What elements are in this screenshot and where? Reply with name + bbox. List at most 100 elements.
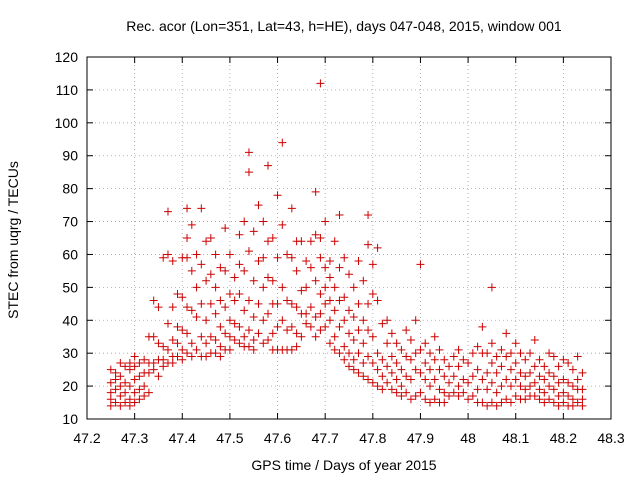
data-point bbox=[435, 345, 444, 354]
data-point bbox=[421, 375, 430, 384]
data-point bbox=[425, 349, 434, 358]
data-point bbox=[292, 329, 301, 338]
data-point bbox=[116, 391, 125, 400]
x-tick-label: 47.6 bbox=[264, 430, 291, 446]
data-point bbox=[364, 375, 373, 384]
data-point bbox=[264, 237, 273, 246]
data-point bbox=[116, 401, 125, 410]
data-point bbox=[578, 401, 587, 410]
data-point bbox=[392, 388, 401, 397]
data-point bbox=[368, 289, 377, 298]
data-point bbox=[545, 395, 554, 404]
data-point bbox=[235, 322, 244, 331]
data-point bbox=[197, 260, 206, 269]
data-point bbox=[173, 339, 182, 348]
data-point bbox=[487, 339, 496, 348]
data-point bbox=[530, 362, 539, 371]
data-point bbox=[468, 372, 477, 381]
data-point bbox=[216, 352, 225, 361]
data-point bbox=[264, 309, 273, 318]
data-point bbox=[206, 270, 215, 279]
data-point bbox=[549, 352, 558, 361]
data-point bbox=[502, 375, 511, 384]
x-axis-label: GPS time / Days of year 2015 bbox=[251, 457, 436, 473]
data-point bbox=[130, 362, 139, 371]
data-point bbox=[249, 312, 258, 321]
data-point bbox=[354, 368, 363, 377]
data-point bbox=[368, 359, 377, 368]
data-point bbox=[516, 368, 525, 377]
data-point bbox=[278, 283, 287, 292]
data-point bbox=[454, 345, 463, 354]
data-point bbox=[249, 227, 258, 236]
y-tick-label: 10 bbox=[62, 411, 78, 427]
y-tick-label: 30 bbox=[62, 345, 78, 361]
data-point bbox=[568, 365, 577, 374]
data-point bbox=[354, 299, 363, 308]
data-point bbox=[478, 398, 487, 407]
data-point bbox=[116, 382, 125, 391]
data-point bbox=[249, 345, 258, 354]
data-point bbox=[497, 362, 506, 371]
data-point bbox=[130, 352, 139, 361]
data-point bbox=[316, 234, 325, 242]
data-point bbox=[502, 329, 511, 338]
data-point bbox=[506, 398, 515, 407]
data-point bbox=[568, 401, 577, 410]
data-point bbox=[183, 329, 192, 338]
data-point bbox=[559, 398, 568, 407]
data-point bbox=[306, 322, 315, 331]
data-point bbox=[278, 220, 287, 229]
data-point bbox=[492, 352, 501, 361]
data-point bbox=[378, 355, 387, 364]
data-point bbox=[397, 382, 406, 391]
data-point bbox=[345, 362, 353, 371]
data-point bbox=[135, 395, 144, 404]
data-point bbox=[259, 339, 268, 348]
data-point bbox=[268, 329, 277, 338]
data-point bbox=[383, 339, 392, 348]
data-point bbox=[359, 276, 368, 285]
data-point bbox=[192, 250, 201, 259]
data-point bbox=[311, 276, 320, 285]
data-point bbox=[230, 336, 239, 345]
y-tick-label: 90 bbox=[62, 148, 78, 164]
data-point bbox=[406, 336, 415, 345]
data-point bbox=[187, 266, 196, 275]
data-point bbox=[130, 388, 139, 397]
data-point bbox=[287, 299, 296, 308]
data-point bbox=[454, 362, 463, 371]
data-point bbox=[373, 349, 382, 358]
data-point bbox=[259, 253, 268, 262]
data-point bbox=[454, 382, 463, 391]
data-point bbox=[373, 243, 382, 252]
data-point bbox=[378, 372, 387, 381]
data-point bbox=[202, 339, 211, 348]
data-point bbox=[116, 372, 125, 381]
data-point bbox=[240, 217, 249, 226]
data-point bbox=[340, 293, 349, 302]
data-point bbox=[425, 365, 434, 374]
data-point bbox=[121, 398, 130, 407]
data-point bbox=[340, 316, 349, 325]
x-tick-label: 48.3 bbox=[597, 430, 624, 446]
data-point bbox=[459, 388, 468, 397]
data-point bbox=[364, 240, 373, 249]
y-tick-label: 70 bbox=[62, 214, 78, 230]
data-point bbox=[235, 260, 244, 269]
data-point bbox=[535, 372, 544, 381]
x-tick-label: 48 bbox=[460, 430, 476, 446]
data-point bbox=[492, 401, 501, 410]
data-point bbox=[302, 309, 311, 318]
data-point bbox=[340, 355, 349, 364]
data-point bbox=[140, 382, 149, 391]
data-point bbox=[321, 299, 330, 308]
data-point bbox=[383, 316, 392, 325]
data-point bbox=[259, 316, 268, 325]
data-point bbox=[330, 332, 339, 341]
y-tick-label: 110 bbox=[56, 82, 79, 98]
data-point bbox=[216, 342, 225, 351]
data-point bbox=[502, 395, 511, 404]
data-point bbox=[268, 234, 277, 242]
data-point bbox=[359, 316, 368, 325]
